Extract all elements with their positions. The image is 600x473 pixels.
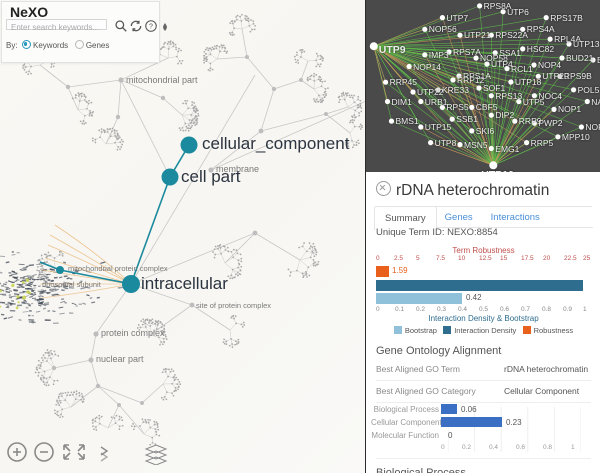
svg-text:?: ? bbox=[149, 24, 153, 31]
